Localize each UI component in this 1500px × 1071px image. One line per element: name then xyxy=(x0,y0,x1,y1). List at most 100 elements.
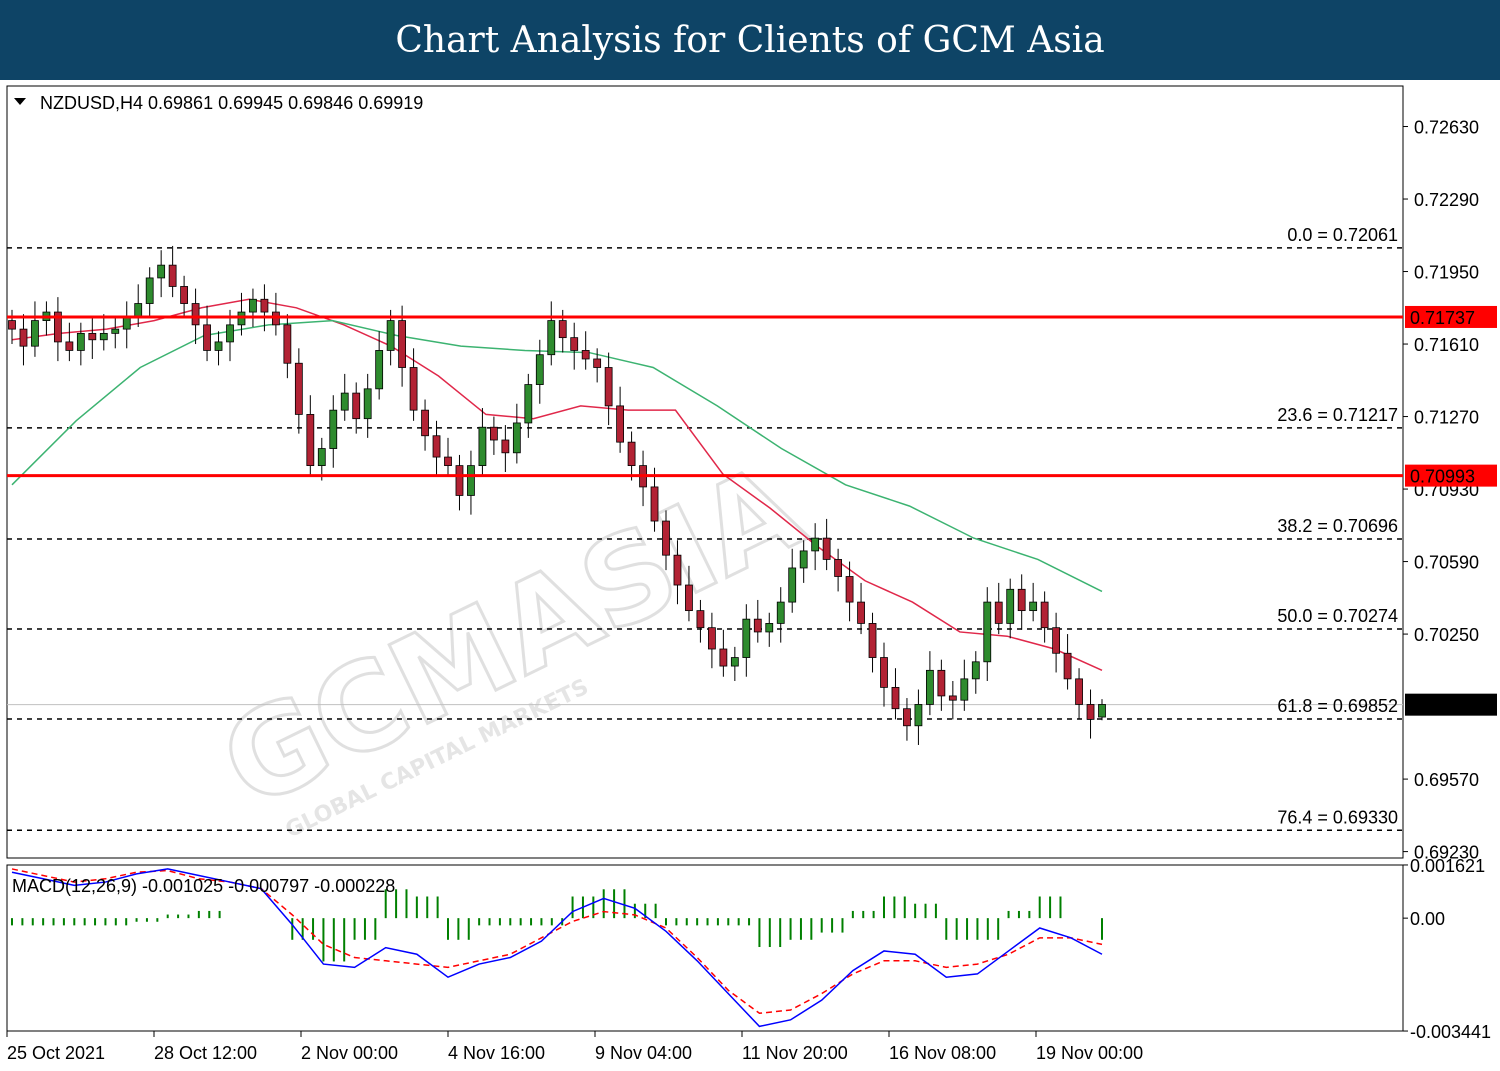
candle xyxy=(111,318,120,349)
price-panel xyxy=(6,85,1404,859)
y-tick-label: 0.70250 xyxy=(1414,625,1479,645)
candle xyxy=(604,352,613,426)
candle-body xyxy=(742,618,751,658)
fib-level-label: 61.8 = 0.69852 xyxy=(1277,696,1398,716)
candle-body xyxy=(249,298,257,313)
candle-body xyxy=(1029,601,1038,612)
candle xyxy=(501,425,510,472)
candle-body xyxy=(111,328,120,334)
y-tick-label: 0.69230 xyxy=(1414,843,1479,863)
candle-body xyxy=(914,704,923,727)
candle-body xyxy=(294,362,303,415)
dropdown-triangle-icon[interactable] xyxy=(14,98,26,105)
candle-body xyxy=(467,465,475,496)
candle xyxy=(1063,634,1072,690)
candle xyxy=(421,399,429,451)
candle-body xyxy=(134,303,143,317)
candle-body xyxy=(971,661,980,680)
candle-body xyxy=(157,264,166,279)
candle xyxy=(960,659,969,711)
candle-body xyxy=(432,435,441,458)
candle-body xyxy=(604,367,613,407)
candle xyxy=(673,540,682,605)
candle-body xyxy=(707,627,716,650)
candle xyxy=(891,668,900,720)
candle-body xyxy=(673,554,682,586)
candle xyxy=(168,245,177,298)
y-tick-label: 0.69570 xyxy=(1414,770,1479,790)
candle xyxy=(409,348,418,421)
candle-body xyxy=(845,576,854,603)
fib-level-label: 0.0 = 0.72061 xyxy=(1287,225,1398,245)
candle xyxy=(352,382,361,434)
candle xyxy=(742,604,751,677)
macd-header: MACD(12,26,9) -0.001025 -0.000797 -0.000… xyxy=(12,876,395,896)
candle xyxy=(249,288,257,327)
y-tick-label: 0.71270 xyxy=(1414,408,1479,428)
candle-body xyxy=(226,324,234,343)
candle-body xyxy=(1075,678,1083,705)
moving-average-line xyxy=(11,319,1103,593)
candle-body xyxy=(1017,588,1026,612)
candle xyxy=(696,599,705,643)
candle xyxy=(467,450,475,515)
candle-body xyxy=(983,601,992,663)
candle xyxy=(1052,612,1061,673)
candle-body xyxy=(306,414,315,467)
candle xyxy=(662,510,670,571)
page-title: Chart Analysis for Clients of GCM Asia xyxy=(0,0,1500,80)
candle xyxy=(524,373,533,438)
candle xyxy=(753,599,762,643)
candle-body xyxy=(650,486,659,522)
candle-body xyxy=(524,384,533,424)
candle xyxy=(799,540,808,583)
candle xyxy=(317,437,326,481)
candle xyxy=(765,612,774,647)
candle-body xyxy=(489,426,498,441)
candle-body xyxy=(340,392,349,411)
candle xyxy=(535,339,544,404)
candle-body xyxy=(788,567,797,603)
candle-body xyxy=(1086,704,1095,720)
candle xyxy=(627,431,636,481)
candle xyxy=(306,395,315,477)
fib-level-label: 76.4 = 0.69330 xyxy=(1277,807,1398,827)
candle xyxy=(925,651,934,716)
candle xyxy=(811,523,820,571)
candle-body xyxy=(696,610,705,629)
x-tick-label: 11 Nov 20:00 xyxy=(742,1043,848,1063)
candle-body xyxy=(214,341,223,351)
candle xyxy=(650,467,659,532)
candle xyxy=(1098,699,1106,721)
fib-level-label: 38.2 = 0.70696 xyxy=(1277,516,1398,536)
macd-panel xyxy=(6,864,1404,1032)
candle-body xyxy=(616,405,625,443)
candle-body xyxy=(903,708,911,727)
candle-body xyxy=(283,324,292,364)
candle-body xyxy=(948,695,957,701)
candle xyxy=(685,565,693,622)
fib-level-label: 23.6 = 0.71217 xyxy=(1277,405,1398,425)
candle-body xyxy=(398,320,407,368)
candle-body xyxy=(1063,652,1072,680)
candle-body xyxy=(799,550,808,569)
candle xyxy=(260,284,269,332)
candle-body xyxy=(994,601,1003,624)
candle xyxy=(948,680,957,720)
x-tick-label: 2 Nov 00:00 xyxy=(301,1043,398,1063)
candle xyxy=(375,331,384,400)
candle xyxy=(1075,668,1083,720)
candle-body xyxy=(421,409,429,437)
candle xyxy=(845,561,854,622)
candle xyxy=(868,612,877,673)
candle-body xyxy=(593,358,602,368)
candle-body xyxy=(822,537,831,560)
candle-body xyxy=(317,448,326,467)
macd-y-tick-label: 0.001621 xyxy=(1410,856,1485,876)
candle xyxy=(455,454,464,511)
candle-body xyxy=(719,648,728,667)
candle-body xyxy=(753,618,762,633)
candle-body xyxy=(685,584,693,612)
candle xyxy=(363,373,372,438)
